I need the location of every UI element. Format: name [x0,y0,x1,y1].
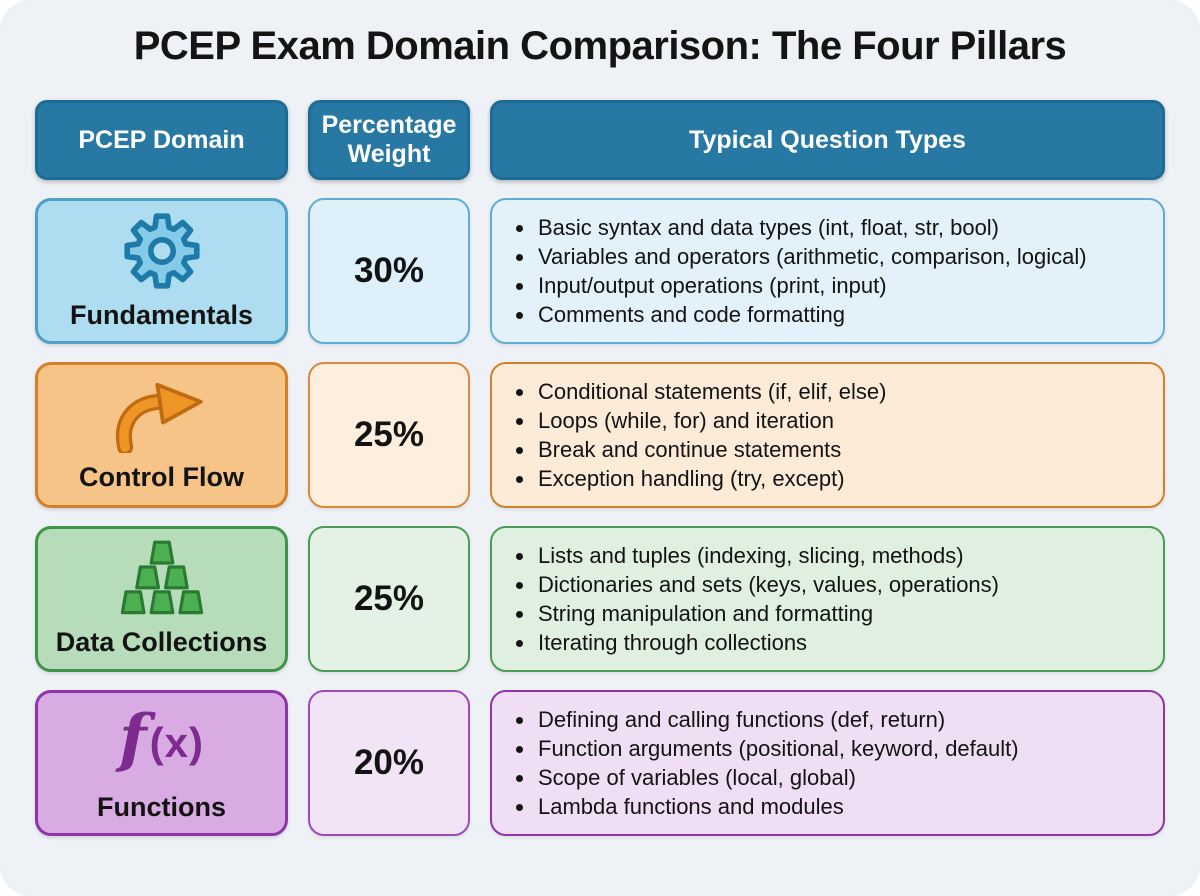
question-types-cell: Conditional statements (if, elif, else) … [490,362,1165,508]
domain-cell-functions: f (x) Functions [35,690,288,836]
header-percentage-weight: Percentage Weight [308,100,470,180]
question-type-item: Function arguments (positional, keyword,… [536,734,1019,763]
question-types-cell: Basic syntax and data types (int, float,… [490,198,1165,344]
question-type-item: Lists and tuples (indexing, slicing, met… [536,541,999,570]
domain-cell-fundamentals: Fundamentals [35,198,288,344]
question-type-item: Variables and operators (arithmetic, com… [536,242,1087,271]
question-type-item: Exception handling (try, except) [536,464,887,493]
question-type-item: Iterating through collections [536,628,999,657]
question-type-list: Basic syntax and data types (int, float,… [508,213,1087,329]
fx-icon: f (x) [119,703,204,783]
gear-icon [122,211,202,291]
question-type-item: Break and continue statements [536,435,887,464]
domain-label: Data Collections [55,627,268,657]
header-pcep-domain: PCEP Domain [35,100,288,180]
comparison-table: PCEP Domain Percentage Weight Typical Qu… [35,100,1165,836]
domain-label: Functions [97,792,226,822]
question-type-list: Conditional statements (if, elif, else) … [508,377,887,493]
question-type-item: Dictionaries and sets (keys, values, ope… [536,570,999,599]
domain-label: Fundamentals [69,300,254,330]
weight-cell: 20% [308,690,470,836]
question-type-item: Defining and calling functions (def, ret… [536,705,1019,734]
question-type-item: Basic syntax and data types (int, float,… [536,213,1087,242]
fx-icon-f: f [119,701,147,776]
weight-cell: 30% [308,198,470,344]
domain-cell-data-collections: Data Collections [35,526,288,672]
question-type-item: Conditional statements (if, elif, else) [536,377,887,406]
question-types-cell: Lists and tuples (indexing, slicing, met… [490,526,1165,672]
question-type-item: Comments and code formatting [536,300,1087,329]
question-types-cell: Defining and calling functions (def, ret… [490,690,1165,836]
curved-arrow-icon [110,377,214,453]
question-type-item: Scope of variables (local, global) [536,763,1019,792]
weight-cell: 25% [308,526,470,672]
question-type-item: Loops (while, for) and iteration [536,406,887,435]
question-type-item: String manipulation and formatting [536,599,999,628]
weight-cell: 25% [308,362,470,508]
question-type-item: Lambda functions and modules [536,792,1019,821]
domain-cell-control-flow: Control Flow [35,362,288,508]
page-title: PCEP Exam Domain Comparison: The Four Pi… [133,24,1067,68]
fx-icon-args: (x) [149,719,204,766]
header-question-types: Typical Question Types [490,100,1165,180]
question-type-item: Input/output operations (print, input) [536,271,1087,300]
stacked-blocks-icon [114,540,210,618]
question-type-list: Lists and tuples (indexing, slicing, met… [508,541,999,657]
question-type-list: Defining and calling functions (def, ret… [508,705,1019,821]
domain-label: Control Flow [79,462,244,492]
